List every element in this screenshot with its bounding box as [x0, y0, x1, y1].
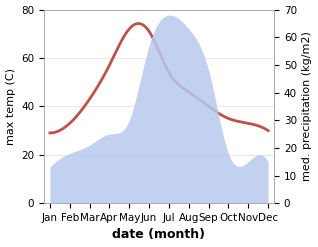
Y-axis label: max temp (C): max temp (C) — [5, 68, 16, 145]
X-axis label: date (month): date (month) — [113, 228, 205, 242]
Y-axis label: med. precipitation (kg/m2): med. precipitation (kg/m2) — [302, 31, 313, 181]
